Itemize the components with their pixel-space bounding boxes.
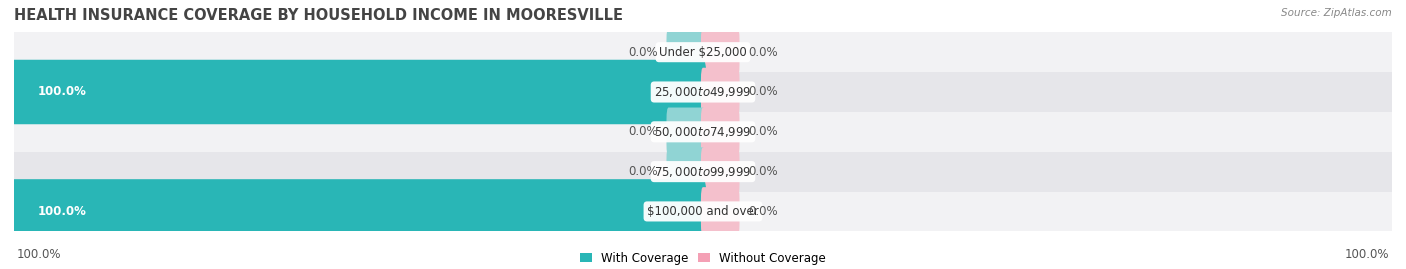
- Text: 0.0%: 0.0%: [748, 125, 778, 138]
- FancyBboxPatch shape: [666, 28, 704, 76]
- FancyBboxPatch shape: [702, 28, 740, 76]
- Text: 100.0%: 100.0%: [38, 86, 87, 98]
- Bar: [14, 32, 1392, 72]
- Text: 0.0%: 0.0%: [748, 46, 778, 59]
- Text: 100.0%: 100.0%: [38, 205, 87, 218]
- Text: 0.0%: 0.0%: [628, 165, 658, 178]
- Bar: [14, 152, 1392, 192]
- Text: 0.0%: 0.0%: [748, 165, 778, 178]
- FancyBboxPatch shape: [702, 187, 740, 236]
- FancyBboxPatch shape: [666, 108, 704, 156]
- FancyBboxPatch shape: [702, 147, 740, 196]
- Text: 100.0%: 100.0%: [1344, 248, 1389, 261]
- Text: Under $25,000: Under $25,000: [659, 46, 747, 59]
- Text: Source: ZipAtlas.com: Source: ZipAtlas.com: [1281, 8, 1392, 18]
- Bar: [14, 192, 1392, 231]
- FancyBboxPatch shape: [702, 68, 740, 116]
- FancyBboxPatch shape: [11, 179, 706, 244]
- Bar: [14, 72, 1392, 112]
- FancyBboxPatch shape: [11, 60, 706, 124]
- FancyBboxPatch shape: [702, 108, 740, 156]
- Text: $100,000 and over: $100,000 and over: [647, 205, 759, 218]
- Text: 0.0%: 0.0%: [748, 205, 778, 218]
- Legend: With Coverage, Without Coverage: With Coverage, Without Coverage: [575, 247, 831, 269]
- Text: 0.0%: 0.0%: [628, 46, 658, 59]
- FancyBboxPatch shape: [666, 147, 704, 196]
- Text: $25,000 to $49,999: $25,000 to $49,999: [654, 85, 752, 99]
- Text: HEALTH INSURANCE COVERAGE BY HOUSEHOLD INCOME IN MOORESVILLE: HEALTH INSURANCE COVERAGE BY HOUSEHOLD I…: [14, 8, 623, 23]
- Text: $50,000 to $74,999: $50,000 to $74,999: [654, 125, 752, 139]
- Text: 0.0%: 0.0%: [628, 125, 658, 138]
- Text: 100.0%: 100.0%: [17, 248, 62, 261]
- Text: 0.0%: 0.0%: [748, 86, 778, 98]
- Bar: [14, 112, 1392, 152]
- Text: $75,000 to $99,999: $75,000 to $99,999: [654, 165, 752, 179]
